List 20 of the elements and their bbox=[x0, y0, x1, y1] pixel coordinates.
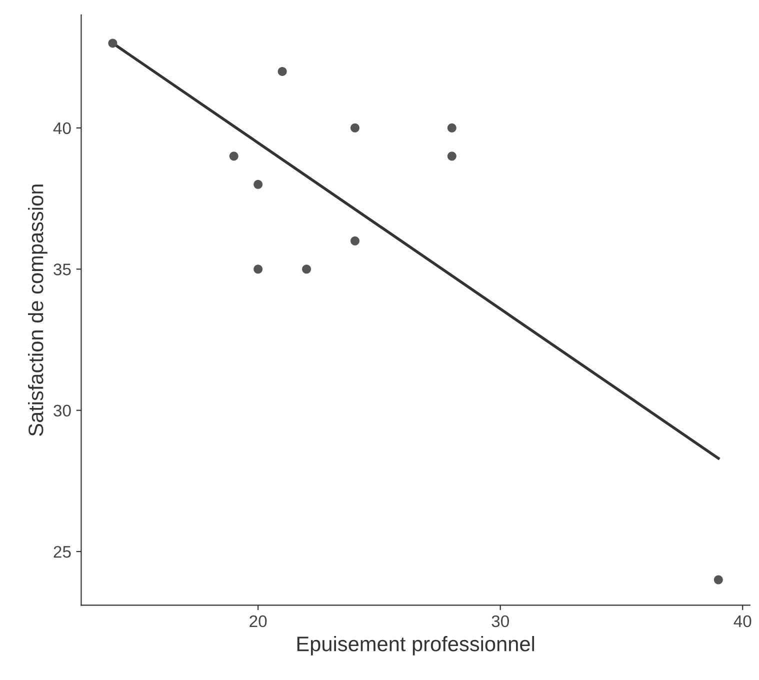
y-tick-label: 40 bbox=[53, 122, 71, 134]
point bbox=[302, 264, 312, 274]
x-tick-label: 20 bbox=[250, 615, 267, 628]
x-tick-label: 30 bbox=[492, 615, 509, 628]
point bbox=[254, 180, 263, 189]
point bbox=[254, 264, 263, 274]
x-tick-label: 40 bbox=[734, 615, 752, 628]
point bbox=[447, 123, 456, 132]
y-tick-label: 25 bbox=[54, 546, 71, 558]
point bbox=[229, 152, 238, 161]
point bbox=[278, 66, 287, 76]
x-axis-title: Epuisement professionnel bbox=[297, 636, 534, 656]
point bbox=[350, 236, 360, 246]
point bbox=[447, 152, 456, 161]
y-axis-title: Satisfaction de compassion bbox=[28, 184, 48, 436]
y-tick-label: 30 bbox=[54, 404, 71, 417]
y-tick-label: 35 bbox=[54, 264, 71, 276]
point bbox=[108, 38, 118, 48]
point bbox=[714, 575, 723, 584]
point bbox=[350, 123, 360, 132]
